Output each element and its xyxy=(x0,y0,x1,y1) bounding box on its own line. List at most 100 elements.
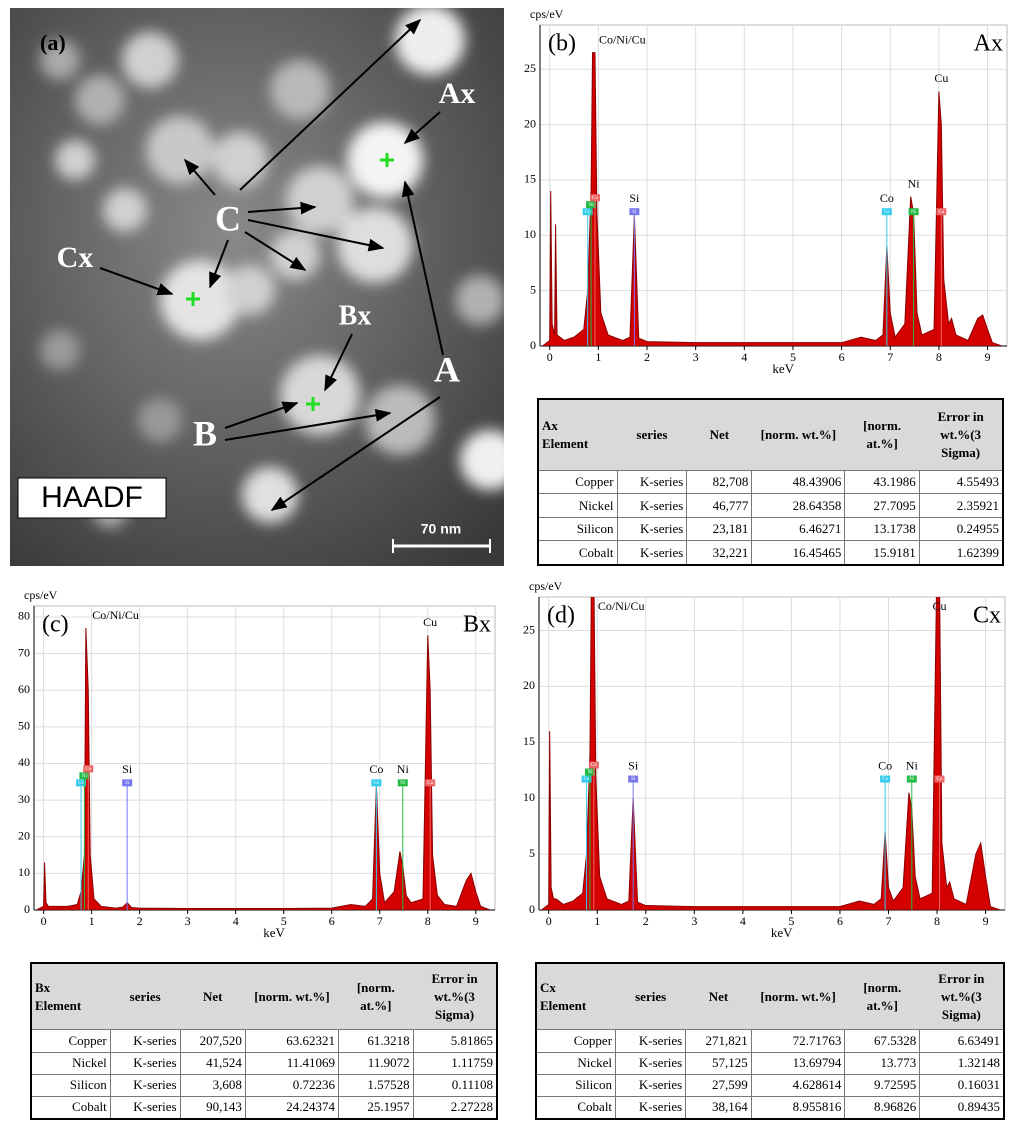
header-text: [norm. wt.%] xyxy=(760,426,837,442)
table-cell: 1.57528 xyxy=(338,1073,414,1097)
table-cell: 41,524 xyxy=(179,1051,246,1075)
table-cell: K-series xyxy=(109,1095,181,1120)
table-cell: Copper xyxy=(30,1029,111,1053)
header-text: [norm. at.%] xyxy=(863,417,902,451)
element-tag-label: Co xyxy=(884,210,890,215)
header-text: Net xyxy=(708,988,729,1004)
header-text: [norm. at.%] xyxy=(863,979,902,1013)
x-tick-label: 6 xyxy=(837,914,843,928)
table-cell: 11.41069 xyxy=(244,1051,340,1075)
table-cell: 207,520 xyxy=(179,1029,246,1053)
y-tick-label: 80 xyxy=(18,609,30,623)
table-row: Silicon K-series 27,599 4.628614 9.72595 0.16… xyxy=(535,1073,1005,1097)
region-label: C xyxy=(215,198,241,238)
header-cell: Net xyxy=(685,963,752,1030)
header-cell: [norm. at.%] xyxy=(338,963,414,1030)
y-tick-label: 10 xyxy=(18,865,30,879)
table-cell: 0.89435 xyxy=(919,1095,1005,1120)
table-cell: 27,599 xyxy=(685,1073,752,1097)
table-cell: 0.72236 xyxy=(244,1073,340,1097)
table-cell: 13.1738 xyxy=(844,516,920,542)
plot-area xyxy=(538,596,1006,911)
peak-annotation: Ni xyxy=(906,758,919,772)
element-tag-label: Ni xyxy=(400,781,406,786)
table-cell: 1.11759 xyxy=(412,1051,498,1075)
element-tag xyxy=(586,201,597,209)
composition-table: Ax Element series Net [norm. wt.%] [norm. at.… xyxy=(537,398,1004,566)
y-tick-label: 30 xyxy=(18,792,30,806)
header-text: [norm. at.%] xyxy=(356,979,395,1013)
x-tick-label: 9 xyxy=(985,350,991,364)
header-cell: Ax Element xyxy=(538,399,618,471)
x-tick-label: 3 xyxy=(691,914,697,928)
y-tick-label: 25 xyxy=(524,61,536,75)
header-row: Bx Element series Net [norm. wt.%] [norm. at.… xyxy=(31,963,497,1030)
header-row: Cx Element series Net [norm. wt.%] [norm. at.… xyxy=(536,963,1004,1030)
table-row: Cobalt K-series 32,221 16.45465 15.9181 1.623… xyxy=(537,540,1004,566)
table-cell: 271,821 xyxy=(685,1029,752,1053)
element-tag xyxy=(628,775,639,783)
table-cell: 1.32148 xyxy=(919,1051,1005,1075)
x-tick-label: 1 xyxy=(595,350,601,364)
element-tag-label: Cu xyxy=(591,763,597,768)
table-cell: K-series xyxy=(109,1029,181,1053)
peak-annotation: Co/Ni/Cu xyxy=(599,32,646,46)
x-tick-label: 8 xyxy=(425,914,431,928)
element-tag-label: Cu xyxy=(937,777,943,782)
x-tick-label: 4 xyxy=(740,914,746,928)
table-cell: 6.63491 xyxy=(919,1029,1005,1053)
element-tag xyxy=(906,775,917,783)
peak-annotation: Co xyxy=(878,758,892,772)
table-spot: Cx xyxy=(540,979,556,995)
element-tag-label: Ni xyxy=(909,777,915,782)
x-tick-label: 5 xyxy=(788,914,794,928)
peak-annotation: Cu xyxy=(932,599,946,613)
table-cell: 4.628614 xyxy=(750,1073,846,1097)
header-text: series xyxy=(636,426,668,442)
table-cell: 24.24374 xyxy=(244,1095,340,1120)
y-tick-label: 10 xyxy=(524,227,536,241)
table-cell: Copper xyxy=(537,469,618,495)
header-text: Error in wt.%(3 Sigma) xyxy=(431,970,478,1022)
haadf-image xyxy=(10,8,504,566)
y-tick-label: 25 xyxy=(523,622,535,636)
table-cell: 43.1986 xyxy=(844,469,920,495)
element-tag-label: Si xyxy=(125,781,130,786)
table-row: Copper K-series 207,520 63.62321 61.3218 5.81… xyxy=(30,1029,498,1053)
element-tag xyxy=(397,779,408,787)
header-text: series xyxy=(635,988,667,1004)
x-axis-label: keV xyxy=(771,925,793,940)
x-tick-label: 9 xyxy=(473,914,479,928)
y-tick-label: 0 xyxy=(24,902,30,916)
table-cell: 27.7095 xyxy=(844,493,920,518)
table-cell: 15.9181 xyxy=(844,540,920,566)
table-cell: 48.43906 xyxy=(751,469,846,495)
region-label: A xyxy=(434,349,460,389)
y-tick-label: 10 xyxy=(523,790,535,804)
table-cell: 28.64358 xyxy=(751,493,846,518)
y-tick-label: 70 xyxy=(18,645,30,659)
x-tick-label: 0 xyxy=(41,914,47,928)
table-cell: Nickel xyxy=(30,1051,111,1075)
x-tick-label: 2 xyxy=(643,914,649,928)
element-tag xyxy=(908,208,919,216)
peak-annotation: Cu xyxy=(934,71,948,85)
peak-annotation: Cu xyxy=(423,615,437,629)
table-cell: 90,143 xyxy=(179,1095,246,1120)
table-cell: K-series xyxy=(109,1051,181,1075)
table-cell: Nickel xyxy=(537,493,618,518)
header-cell: [norm. at.%] xyxy=(844,963,920,1030)
element-tag-label: Cu xyxy=(592,196,598,201)
table-cell: Cobalt xyxy=(537,540,618,566)
table-cell: 46,777 xyxy=(686,493,753,518)
element-tag xyxy=(588,761,599,769)
element-tag-label: Ni xyxy=(589,203,595,208)
spot-label: Cx xyxy=(973,603,1001,629)
spot-label: Bx xyxy=(463,612,491,638)
x-tick-label: 0 xyxy=(546,914,552,928)
table-cell: Nickel xyxy=(535,1051,617,1075)
y-tick-label: 20 xyxy=(523,678,535,692)
element-tag-label: Ni xyxy=(587,770,593,775)
table-cell: Copper xyxy=(535,1029,617,1053)
element-tag xyxy=(629,208,640,216)
